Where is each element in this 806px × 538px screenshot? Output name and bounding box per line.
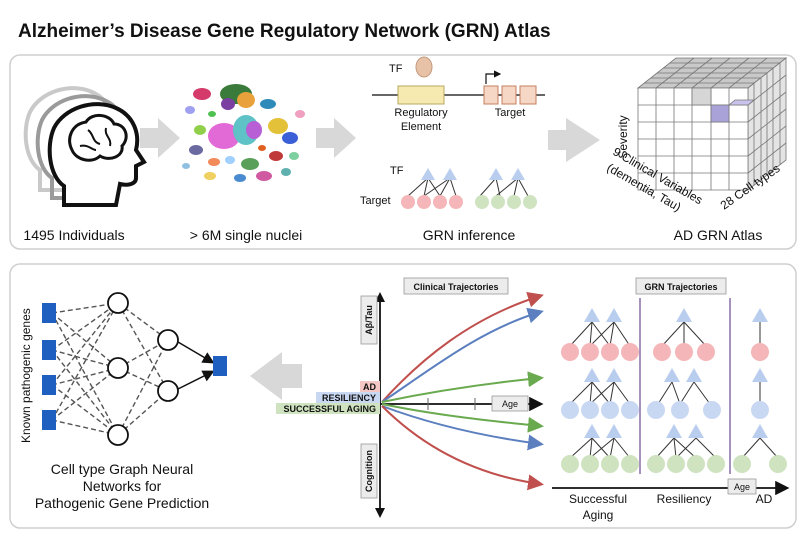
flow-arrow-1 [140,118,180,158]
target-label: Target [495,107,526,119]
grn-col-resiliency [647,308,725,473]
nuclei-label: > 6M single nuclei [190,227,302,243]
flow-arrow-back [250,352,302,400]
grn-mini-1 [401,168,463,209]
cognition-label: Cognition [364,450,374,492]
flow-arrow-3 [548,118,600,162]
gnn-network [42,292,227,446]
successful-aging-tag [276,403,380,414]
tss-arrow-icon [485,70,502,84]
flow-arrow-2 [316,118,356,158]
tf-blob-icon [415,56,433,78]
bottom-panel [9,263,797,529]
exon-2 [501,85,517,105]
age-label: Age [502,399,518,409]
y-axis-arrow-up [375,292,385,302]
regulatory-label-2: Element [401,121,441,133]
tf-label: TF [389,63,403,75]
gnn-label-1: Cell type Graph Neural [51,461,193,477]
abeta-tau-label: Aβ/Tau [364,305,374,335]
age-box [491,395,529,412]
regulatory-element-box [397,85,445,105]
atlas-label: AD GRN Atlas [674,227,763,243]
grn-trajectories-label: GRN Trajectories [644,282,717,292]
grn-mini-2 [475,168,537,209]
successful-aging-tag-label: SUCCESSFUL AGING [283,404,376,414]
resiliency-tag [316,392,380,403]
severity-label: Severity [616,115,630,158]
top-panel [9,54,797,250]
cognition-box [360,443,378,499]
regulatory-label-1: Regulatory [394,107,448,119]
abeta-tau-box [360,295,378,345]
known-genes-label: Known pathogenic genes [19,308,33,443]
individuals-heads-icon [23,86,147,207]
col-resiliency-label: Resiliency [657,492,712,506]
col-successful-label-2: Aging [583,508,614,522]
grn-age-label: Age [734,482,750,492]
grn-col-successful [561,308,639,473]
resiliency-tag-label: RESILIENCY [322,393,376,403]
trajectory-curves [381,291,544,491]
col-successful-label-1: Successful [569,492,627,506]
clinical-trajectories-box [403,277,509,295]
col-ad-label: AD [756,492,773,506]
gnn-label-3: Pathogenic Gene Prediction [35,495,209,511]
ad-tag [360,381,380,392]
exon-3 [519,85,537,105]
grn-tf-label: TF [390,165,404,177]
atlas-title: Alzheimer’s Disease Gene Regulatory Netw… [18,21,551,42]
gnn-label-2: Networks for [83,478,162,494]
y-axis-arrow-down [375,508,385,518]
grn-col-ad [733,308,787,473]
individuals-label: 1495 Individuals [23,227,124,243]
grn-target-label: Target [360,195,391,207]
atlas-cube [636,57,788,191]
clinical-trajectories-label: Clinical Trajectories [413,282,498,292]
single-nuclei-umap [182,84,305,182]
exon-1 [483,85,499,105]
grn-age-box [727,478,757,495]
grn-trajectories-box [635,277,727,295]
ad-tag-label: AD [363,382,376,392]
grn-inference-label: GRN inference [423,227,516,243]
